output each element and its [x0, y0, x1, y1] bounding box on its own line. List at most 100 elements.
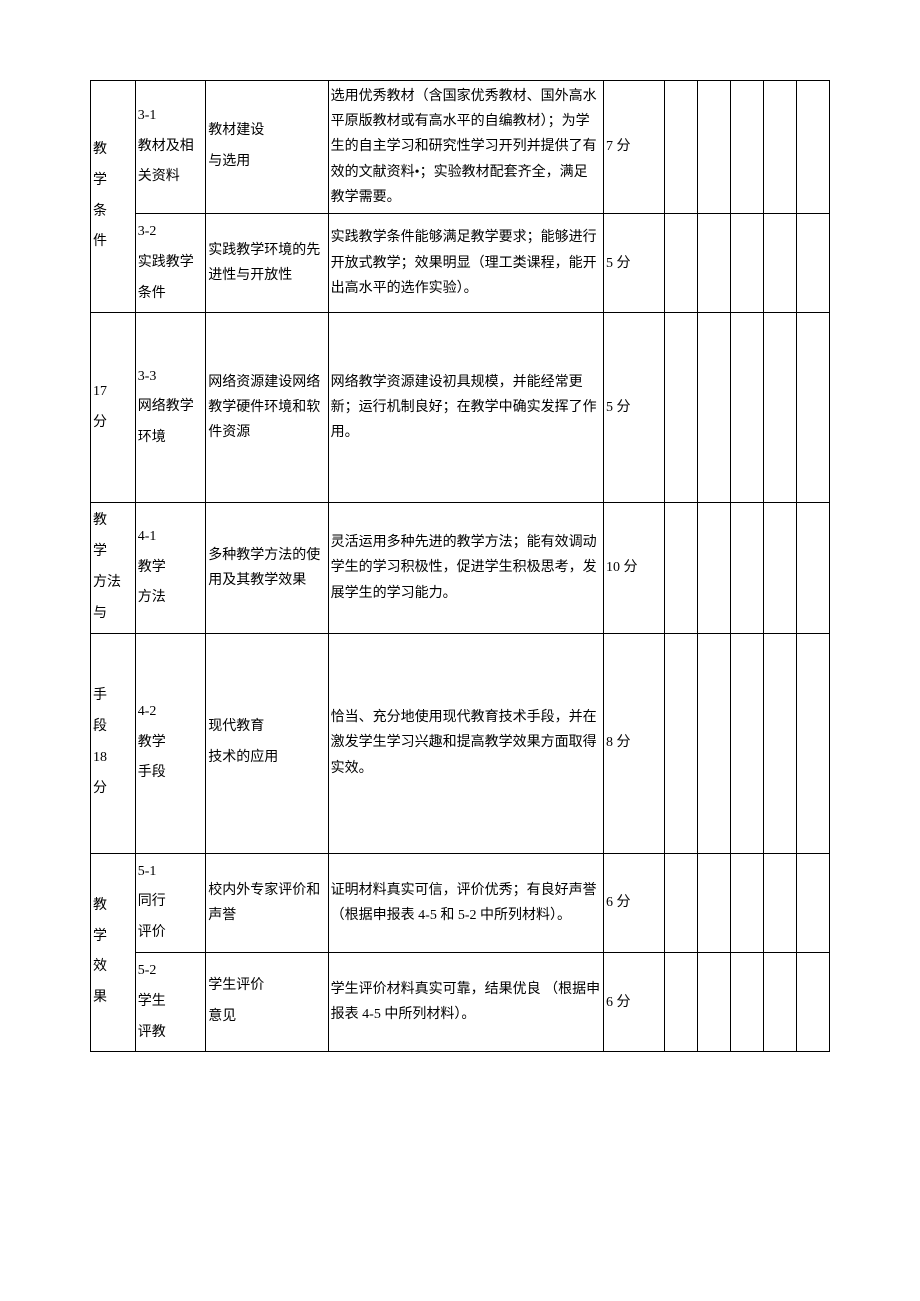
sub-4-2: 4-2 教学 手段: [135, 633, 206, 853]
sub-l1: 教学: [138, 728, 204, 759]
row-5-1: 教 学 效 果 5-1 同行 评价 校内外专家评价和声誉 证明材料真实可信，评价…: [91, 853, 830, 952]
eval-cell: [796, 313, 829, 503]
sub-l1: 教学: [138, 553, 204, 584]
item-5-1: 校内外专家评价和声誉: [206, 853, 328, 952]
item-l2: 意见: [208, 1002, 325, 1033]
eval-cell: [796, 81, 829, 214]
cat-char3: 条: [93, 197, 133, 228]
score-5-1: 6 分: [604, 853, 665, 952]
row-5-2: 5-2 学生 评教 学生评价 意见 学生评价材料真实可靠，结果优良 （根据申报表…: [91, 952, 830, 1051]
eval-cell: [665, 633, 698, 853]
sub-3-1: 3-1 教材及相关资料: [135, 81, 206, 214]
cat-char2: 学: [93, 922, 133, 953]
cat-score-1: 17: [93, 377, 133, 408]
cat-char4: 件: [93, 227, 133, 258]
item-3-3: 网络资源建设网络教学硬件环境和软件资源: [206, 313, 328, 503]
eval-cell: [796, 633, 829, 853]
eval-cell: [796, 853, 829, 952]
row-3-2: 3-2 实践教学条件 实践教学环境的先进性与开放性 实践教学条件能够满足教学要求…: [91, 213, 830, 312]
item-l1: 教材建设: [208, 116, 325, 147]
eval-cell: [731, 952, 764, 1051]
category-5-cell: 教 学 效 果: [91, 853, 136, 1052]
row-3-3: 17 分 3-3 网络教学环境 网络资源建设网络教学硬件环境和软件资源 网络教学…: [91, 313, 830, 503]
cat-char3: 方法: [93, 568, 133, 599]
eval-cell: [731, 503, 764, 633]
row-3-1: 教 学 条 件 3-1 教材及相关资料 教材建设 与选用 选用优秀教材（含国家优…: [91, 81, 830, 214]
cat-score2: 分: [93, 774, 133, 805]
desc-5-2: 学生评价材料真实可靠，结果优良 （根据申报表 4-5 中所列材料）。: [328, 952, 603, 1051]
cat-score-2: 分: [93, 408, 133, 439]
desc-3-2: 实践教学条件能够满足教学要求；能够进行开放式教学；效果明显（理工类课程，能开出高…: [328, 213, 603, 312]
score-3-1: 7 分: [604, 81, 665, 214]
eval-cell: [698, 213, 731, 312]
eval-cell: [665, 853, 698, 952]
sub-3-3: 3-3 网络教学环境: [135, 313, 206, 503]
sub-l1: 同行: [138, 887, 204, 918]
desc-4-2: 恰当、充分地使用现代教育技术手段，并在激发学生学习兴趣和提高教学效果方面取得实效…: [328, 633, 603, 853]
eval-cell: [796, 503, 829, 633]
item-5-2: 学生评价 意见: [206, 952, 328, 1051]
eval-cell: [698, 952, 731, 1051]
eval-cell: [764, 81, 797, 214]
category-4-cell-a: 教 学 方法 与: [91, 503, 136, 633]
cat-char4: 果: [93, 983, 133, 1014]
eval-cell: [698, 313, 731, 503]
eval-cell: [764, 313, 797, 503]
score-4-1: 10 分: [604, 503, 665, 633]
desc-3-3: 网络教学资源建设初具规模，并能经常更新；运行机制良好；在教学中确实发挥了作用。: [328, 313, 603, 503]
cat-char6: 段: [93, 712, 133, 743]
cat-char5: 手: [93, 681, 133, 712]
desc-3-1: 选用优秀教材（含国家优秀教材、国外高水平原版教材或有高水平的自编教材）；为学生的…: [328, 81, 603, 214]
sub-label: 教材及相关资料: [138, 132, 204, 194]
sub-label: 网络教学环境: [138, 392, 204, 454]
row-4-2: 手 段 18 分 4-2 教学 手段 现代教育 技术的应用 恰当、充: [91, 633, 830, 853]
category-4-cell-b: 手 段 18 分: [91, 633, 136, 853]
sub-id: 3-3: [138, 362, 204, 393]
cat-char1: 教: [93, 891, 133, 922]
sub-id: 4-2: [138, 697, 204, 728]
sub-id: 5-1: [138, 857, 204, 888]
cat-char4: 与: [93, 599, 133, 630]
eval-cell: [731, 313, 764, 503]
sub-4-1: 4-1 教学 方法: [135, 503, 206, 633]
eval-cell: [764, 853, 797, 952]
sub-id: 3-2: [138, 217, 204, 248]
item-3-2: 实践教学环境的先进性与开放性: [206, 213, 328, 312]
sub-l2: 手段: [138, 758, 204, 789]
sub-5-2: 5-2 学生 评教: [135, 952, 206, 1051]
category-3-cell-b: 17 分: [91, 313, 136, 503]
eval-cell: [665, 503, 698, 633]
score-4-2: 8 分: [604, 633, 665, 853]
eval-cell: [764, 503, 797, 633]
cat-char2: 学: [93, 537, 133, 568]
desc-5-1: 证明材料真实可信，评价优秀；有良好声誉（根据申报表 4-5 和 5-2 中所列材…: [328, 853, 603, 952]
eval-cell: [665, 313, 698, 503]
sub-l2: 评价: [138, 918, 204, 949]
sub-l2: 方法: [138, 583, 204, 614]
eval-cell: [698, 81, 731, 214]
eval-cell: [796, 213, 829, 312]
cat-char1: 教: [93, 506, 133, 537]
eval-cell: [796, 952, 829, 1051]
row-4-1: 教 学 方法 与 4-1 教学 方法 多种教学方法的使用及其教学效果 灵活运用多…: [91, 503, 830, 633]
item-4-1: 多种教学方法的使用及其教学效果: [206, 503, 328, 633]
category-3-cell-a: 教 学 条 件: [91, 81, 136, 313]
sub-label: 实践教学条件: [138, 248, 204, 310]
cat-score1: 18: [93, 743, 133, 774]
eval-cell: [731, 213, 764, 312]
eval-cell: [764, 952, 797, 1051]
eval-cell: [731, 633, 764, 853]
cat-char2: 学: [93, 166, 133, 197]
eval-cell: [698, 853, 731, 952]
sub-id: 3-1: [138, 101, 204, 132]
sub-3-2: 3-2 实践教学条件: [135, 213, 206, 312]
item-l1: 现代教育: [208, 712, 325, 743]
sub-l2: 评教: [138, 1018, 204, 1049]
desc-4-1: 灵活运用多种先进的教学方法；能有效调动学生的学习积极性，促进学生积极思考，发展学…: [328, 503, 603, 633]
evaluation-rubric-table: 教 学 条 件 3-1 教材及相关资料 教材建设 与选用 选用优秀教材（含国家优…: [90, 80, 830, 1052]
item-l2: 技术的应用: [208, 743, 325, 774]
item-l1: 学生评价: [208, 971, 325, 1002]
cat-char1: 教: [93, 135, 133, 166]
eval-cell: [698, 633, 731, 853]
sub-id: 4-1: [138, 522, 204, 553]
